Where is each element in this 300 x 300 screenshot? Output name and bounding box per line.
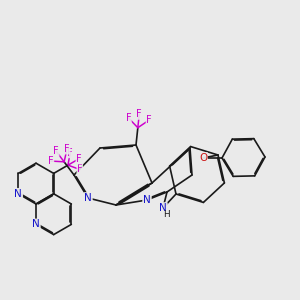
Text: F: F [136,109,142,119]
Text: N: N [32,219,40,230]
Text: F: F [53,146,59,156]
Text: F: F [64,144,70,154]
Text: N: N [143,195,151,205]
Text: O: O [199,153,207,163]
Text: N: N [159,203,167,213]
Text: F: F [67,148,73,158]
Text: N: N [84,193,92,203]
Text: H: H [163,210,170,219]
Text: F: F [146,115,152,125]
Text: N: N [14,189,22,199]
Text: F: F [126,113,131,123]
Text: F: F [76,154,82,164]
Text: F: F [48,156,54,166]
Text: F: F [77,164,83,175]
